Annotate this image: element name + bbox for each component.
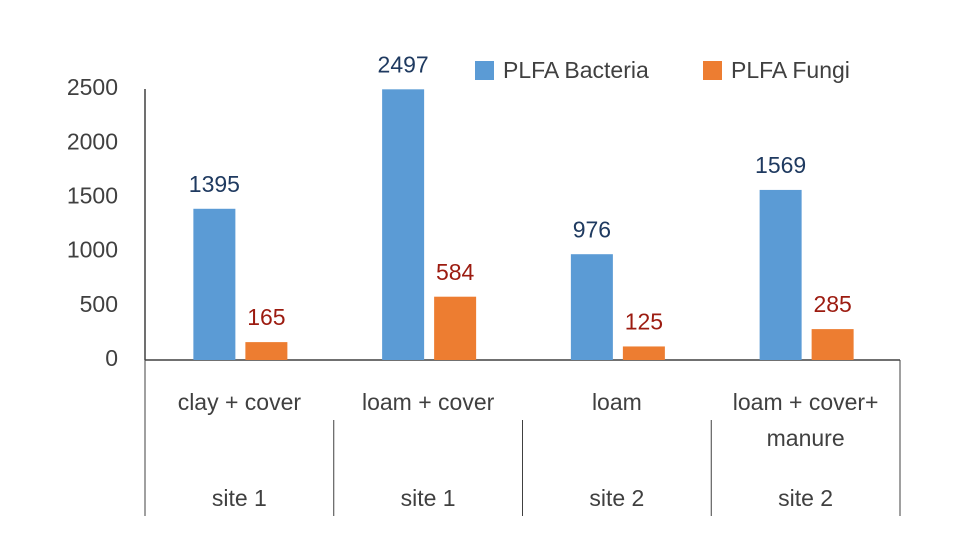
legend-swatch (703, 61, 722, 80)
legend-label: PLFA Fungi (731, 57, 850, 83)
bar (434, 296, 477, 360)
bar (193, 208, 236, 360)
bar (811, 329, 854, 360)
y-tick-label: 1500 (67, 182, 118, 208)
value-label: 976 (573, 216, 611, 242)
x-tick-label: loam + cover+ manure (732, 389, 879, 451)
x-tick-label: loam (591, 389, 642, 415)
y-tick-label: 2000 (67, 128, 118, 154)
y-tick-label: 2500 (67, 74, 118, 100)
x-group-label: site 2 (589, 485, 645, 511)
bar (622, 346, 665, 360)
value-label: 584 (436, 259, 475, 285)
x-group-label: site 1 (211, 485, 267, 511)
value-label: 165 (247, 304, 285, 330)
x-tick-label: loam + cover (361, 389, 495, 415)
legend-swatch (475, 61, 494, 80)
x-group-label: site 1 (400, 485, 456, 511)
y-tick-label: 0 (105, 345, 118, 371)
bar (570, 254, 613, 360)
x-group-label: site 2 (778, 485, 834, 511)
value-label: 1569 (755, 152, 806, 178)
x-tick-label: clay + cover (177, 389, 302, 415)
value-label: 285 (813, 291, 851, 317)
y-tick-label: 1000 (67, 237, 118, 263)
legend-label: PLFA Bacteria (503, 57, 649, 83)
value-label: 1395 (189, 171, 240, 197)
bar (759, 189, 802, 360)
bar (382, 89, 425, 361)
bar (245, 342, 288, 360)
value-label: 2497 (378, 51, 429, 77)
value-label: 125 (625, 309, 663, 335)
y-tick-label: 500 (80, 291, 118, 317)
